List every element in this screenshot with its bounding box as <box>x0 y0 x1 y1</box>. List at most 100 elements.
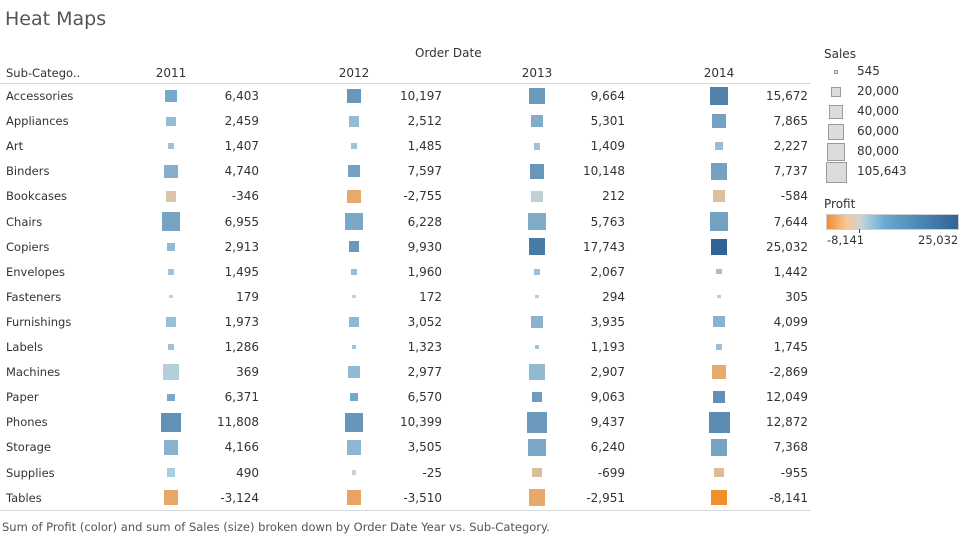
heat-square-appliances-2011[interactable] <box>166 116 176 126</box>
heat-square-accessories-2014[interactable] <box>709 86 729 106</box>
heat-square-fasteners-2013[interactable] <box>535 295 539 299</box>
heat-square-envelopes-2014[interactable] <box>716 268 722 275</box>
profit-label-supplies-2012: -25 <box>422 465 442 480</box>
heat-square-paper-2013[interactable] <box>531 391 543 403</box>
profit-label-tables-2012: -3,510 <box>403 490 442 505</box>
size-legend-swatch <box>826 142 846 162</box>
year-header-2013: 2013 <box>521 66 553 80</box>
profit-label-storage-2014: 7,368 <box>773 440 808 455</box>
profit-label-chairs-2013: 5,763 <box>590 214 625 229</box>
heat-square-furnishings-2012[interactable] <box>348 316 360 327</box>
heat-square-accessories-2011[interactable] <box>165 90 177 102</box>
heat-square-storage-2014[interactable] <box>710 439 728 456</box>
column-header: Order Date <box>415 46 482 60</box>
heat-square-copiers-2012[interactable] <box>348 241 360 252</box>
profit-label-phones-2011: 11,808 <box>217 415 259 430</box>
heat-square-supplies-2012[interactable] <box>351 470 357 475</box>
heat-square-storage-2013[interactable] <box>528 438 546 456</box>
profit-label-furnishings-2014: 4,099 <box>773 314 808 329</box>
header-divider <box>0 83 811 84</box>
size-legend-item: 40,000 <box>826 102 946 122</box>
heat-square-phones-2014[interactable] <box>708 411 730 433</box>
profit-label-fasteners-2012: 172 <box>419 289 442 304</box>
heat-square-envelopes-2011[interactable] <box>168 268 174 275</box>
heat-square-bookcases-2011[interactable] <box>165 191 177 202</box>
heat-square-storage-2012[interactable] <box>346 440 362 455</box>
heat-square-art-2013[interactable] <box>533 142 541 150</box>
profit-label-appliances-2014: 7,865 <box>773 114 808 129</box>
size-legend-title: Sales <box>824 47 856 61</box>
heat-square-storage-2011[interactable] <box>163 439 179 455</box>
heat-square-appliances-2014[interactable] <box>712 114 726 129</box>
heat-square-binders-2014[interactable] <box>710 162 728 180</box>
row-label-storage: Storage <box>6 440 51 455</box>
profit-label-appliances-2013: 5,301 <box>590 114 625 129</box>
profit-label-fasteners-2011: 179 <box>236 289 259 304</box>
heat-square-tables-2011[interactable] <box>163 490 179 505</box>
heat-square-machines-2014[interactable] <box>711 364 727 380</box>
year-header-2012: 2012 <box>338 66 370 80</box>
profit-label-storage-2011: 4,166 <box>224 440 259 455</box>
heat-square-phones-2011[interactable] <box>161 412 181 432</box>
heat-square-labels-2012[interactable] <box>351 344 357 350</box>
heat-square-binders-2013[interactable] <box>529 163 545 179</box>
heat-square-copiers-2011[interactable] <box>167 242 175 251</box>
heat-square-bookcases-2014[interactable] <box>712 190 726 203</box>
heat-square-binders-2011[interactable] <box>164 164 178 179</box>
heat-square-supplies-2013[interactable] <box>532 467 542 478</box>
heat-square-accessories-2013[interactable] <box>529 88 545 104</box>
heat-square-machines-2013[interactable] <box>529 364 545 380</box>
year-header-2014: 2014 <box>703 66 735 80</box>
heat-square-tables-2014[interactable] <box>711 490 727 506</box>
heat-square-tables-2013[interactable] <box>528 489 546 506</box>
heat-square-supplies-2014[interactable] <box>714 467 724 478</box>
heat-square-phones-2013[interactable] <box>526 412 548 433</box>
size-legend-item: 60,000 <box>826 122 946 142</box>
heat-square-furnishings-2011[interactable] <box>166 317 176 327</box>
profit-label-copiers-2012: 9,930 <box>407 239 442 254</box>
row-dimension-header[interactable]: Sub-Catego.. <box>6 66 81 80</box>
heat-square-furnishings-2014[interactable] <box>713 316 725 328</box>
heat-square-appliances-2012[interactable] <box>348 115 360 127</box>
heat-square-chairs-2013[interactable] <box>528 212 546 231</box>
heat-square-copiers-2014[interactable] <box>711 238 727 255</box>
row-label-appliances: Appliances <box>6 114 69 129</box>
row-label-binders: Binders <box>6 164 50 179</box>
heat-square-binders-2012[interactable] <box>348 165 360 178</box>
heat-square-furnishings-2013[interactable] <box>531 315 543 328</box>
profit-label-tables-2014: -8,141 <box>769 490 808 505</box>
heat-square-labels-2011[interactable] <box>168 344 174 350</box>
heat-square-accessories-2012[interactable] <box>346 88 362 104</box>
heat-square-art-2011[interactable] <box>167 142 175 150</box>
heat-square-art-2012[interactable] <box>350 142 358 150</box>
heat-square-chairs-2012[interactable] <box>345 212 363 231</box>
row-label-paper: Paper <box>6 390 39 405</box>
heat-square-envelopes-2012[interactable] <box>351 268 357 275</box>
profit-label-bookcases-2014: -584 <box>780 189 808 204</box>
heat-square-supplies-2011[interactable] <box>166 468 176 477</box>
heat-square-labels-2013[interactable] <box>534 344 540 350</box>
heat-square-fasteners-2014[interactable] <box>717 295 721 299</box>
heat-square-machines-2011[interactable] <box>163 364 179 380</box>
row-label-supplies: Supplies <box>6 465 55 480</box>
heat-square-machines-2012[interactable] <box>348 366 360 378</box>
heat-square-paper-2011[interactable] <box>167 393 175 401</box>
heat-square-appliances-2013[interactable] <box>531 115 543 127</box>
heat-square-labels-2014[interactable] <box>716 344 722 350</box>
heat-square-paper-2012[interactable] <box>349 392 359 402</box>
heat-square-bookcases-2013[interactable] <box>531 190 543 203</box>
size-legend-swatch <box>829 105 843 119</box>
heat-square-copiers-2013[interactable] <box>528 238 546 255</box>
heat-square-art-2014[interactable] <box>715 142 723 150</box>
heat-square-envelopes-2013[interactable] <box>533 268 541 275</box>
heat-square-tables-2012[interactable] <box>346 490 362 505</box>
heat-square-chairs-2014[interactable] <box>709 212 729 231</box>
heat-square-fasteners-2011[interactable] <box>169 295 173 299</box>
size-legend-label: 60,000 <box>857 124 899 138</box>
heat-square-fasteners-2012[interactable] <box>352 295 356 299</box>
heat-square-paper-2014[interactable] <box>713 391 725 404</box>
heat-square-phones-2012[interactable] <box>344 412 364 432</box>
heat-square-chairs-2011[interactable] <box>161 212 181 231</box>
row-label-accessories: Accessories <box>6 89 74 103</box>
heat-square-bookcases-2012[interactable] <box>347 189 361 204</box>
